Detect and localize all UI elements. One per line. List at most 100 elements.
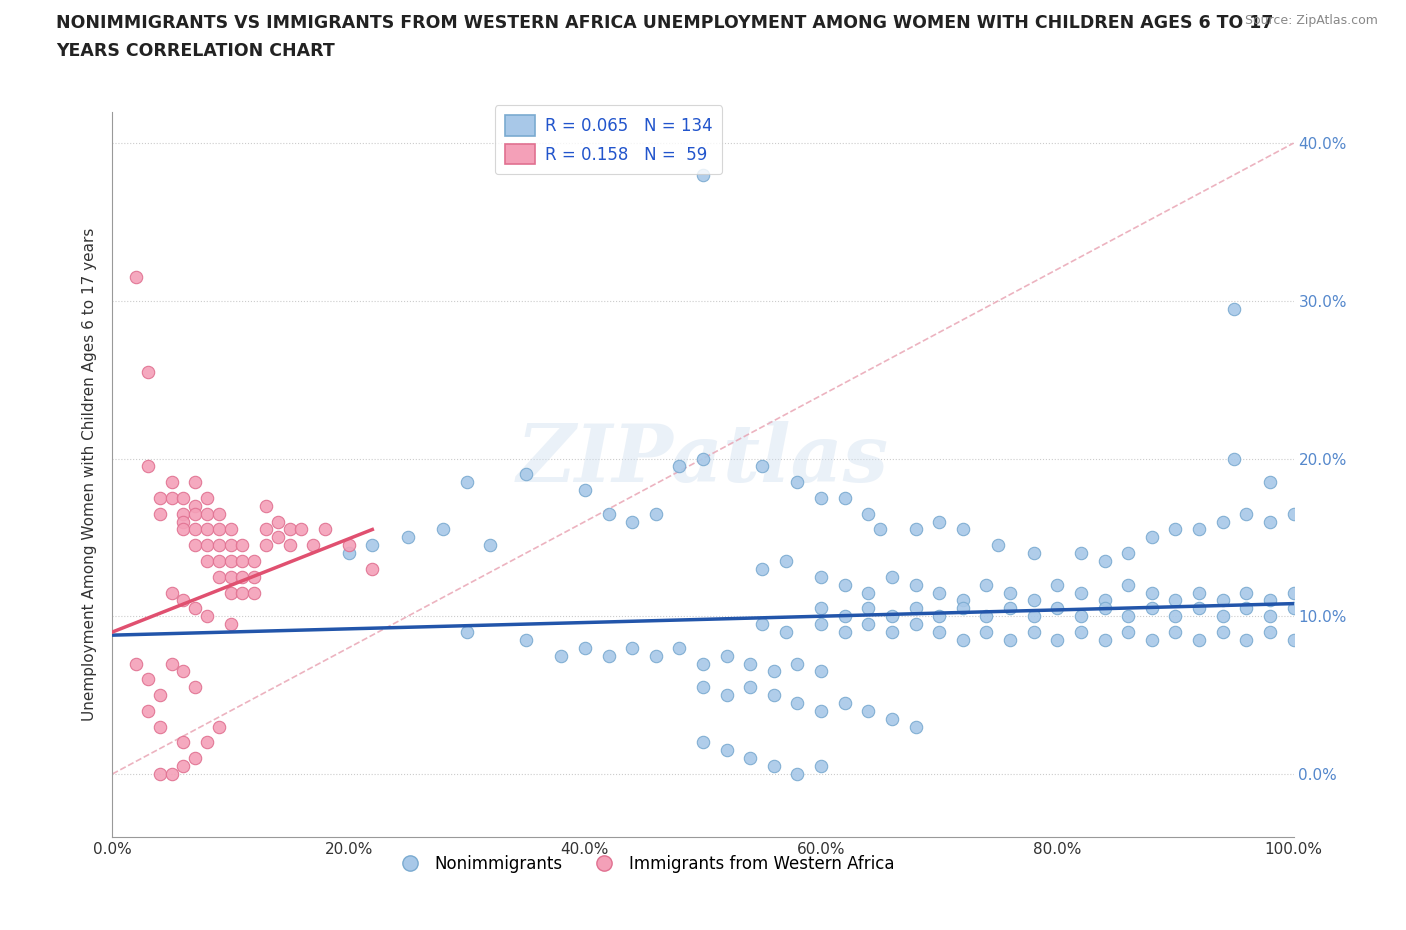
- Point: [1188, 522, 1211, 537]
- Point: [184, 474, 207, 489]
- Point: [1140, 632, 1163, 647]
- Point: [136, 671, 159, 686]
- Point: [598, 506, 620, 521]
- Point: [136, 703, 159, 718]
- Y-axis label: Unemployment Among Women with Children Ages 6 to 17 years: Unemployment Among Women with Children A…: [82, 228, 97, 721]
- Point: [1070, 625, 1092, 640]
- Point: [692, 735, 714, 750]
- Point: [515, 632, 537, 647]
- Point: [810, 490, 832, 505]
- Point: [1282, 632, 1305, 647]
- Point: [1140, 601, 1163, 616]
- Point: [184, 522, 207, 537]
- Point: [621, 641, 644, 656]
- Point: [219, 553, 242, 568]
- Point: [1116, 625, 1139, 640]
- Point: [195, 522, 218, 537]
- Point: [834, 490, 856, 505]
- Point: [740, 680, 762, 695]
- Point: [668, 641, 690, 656]
- Point: [810, 664, 832, 679]
- Point: [231, 569, 253, 584]
- Point: [998, 585, 1021, 600]
- Point: [550, 648, 572, 663]
- Point: [136, 459, 159, 474]
- Point: [644, 648, 666, 663]
- Point: [136, 365, 159, 379]
- Point: [1223, 301, 1246, 316]
- Point: [858, 617, 880, 631]
- Point: [1258, 593, 1281, 608]
- Point: [1116, 546, 1139, 561]
- Point: [952, 601, 974, 616]
- Point: [219, 538, 242, 552]
- Point: [1188, 585, 1211, 600]
- Point: [928, 609, 950, 624]
- Text: ZIPatlas: ZIPatlas: [517, 421, 889, 498]
- Point: [952, 632, 974, 647]
- Point: [219, 569, 242, 584]
- Point: [396, 530, 419, 545]
- Point: [1282, 585, 1305, 600]
- Point: [254, 522, 277, 537]
- Point: [149, 719, 172, 734]
- Point: [858, 506, 880, 521]
- Point: [786, 656, 808, 671]
- Point: [904, 719, 927, 734]
- Point: [976, 625, 998, 640]
- Point: [976, 578, 998, 592]
- Point: [208, 569, 231, 584]
- Point: [195, 538, 218, 552]
- Text: YEARS CORRELATION CHART: YEARS CORRELATION CHART: [56, 42, 335, 60]
- Point: [928, 514, 950, 529]
- Point: [125, 270, 148, 285]
- Point: [740, 751, 762, 765]
- Point: [195, 490, 218, 505]
- Point: [644, 506, 666, 521]
- Point: [762, 687, 785, 702]
- Point: [810, 569, 832, 584]
- Point: [195, 609, 218, 624]
- Point: [574, 641, 596, 656]
- Point: [208, 522, 231, 537]
- Point: [337, 546, 360, 561]
- Point: [149, 506, 172, 521]
- Point: [786, 766, 808, 781]
- Point: [160, 490, 183, 505]
- Point: [1022, 625, 1045, 640]
- Point: [574, 483, 596, 498]
- Point: [762, 664, 785, 679]
- Point: [1164, 609, 1187, 624]
- Point: [479, 538, 502, 552]
- Point: [184, 538, 207, 552]
- Point: [880, 569, 903, 584]
- Point: [928, 585, 950, 600]
- Point: [1212, 593, 1234, 608]
- Point: [456, 625, 478, 640]
- Point: [998, 601, 1021, 616]
- Point: [987, 538, 1010, 552]
- Point: [160, 656, 183, 671]
- Point: [834, 609, 856, 624]
- Point: [1234, 632, 1257, 647]
- Point: [810, 703, 832, 718]
- Point: [1258, 514, 1281, 529]
- Point: [751, 562, 773, 577]
- Point: [1070, 609, 1092, 624]
- Point: [254, 538, 277, 552]
- Point: [1070, 546, 1092, 561]
- Point: [834, 625, 856, 640]
- Point: [290, 522, 312, 537]
- Point: [184, 680, 207, 695]
- Point: [432, 522, 454, 537]
- Point: [172, 522, 194, 537]
- Point: [172, 593, 194, 608]
- Text: NONIMMIGRANTS VS IMMIGRANTS FROM WESTERN AFRICA UNEMPLOYMENT AMONG WOMEN WITH CH: NONIMMIGRANTS VS IMMIGRANTS FROM WESTERN…: [56, 14, 1274, 32]
- Point: [172, 664, 194, 679]
- Point: [1022, 609, 1045, 624]
- Point: [786, 474, 808, 489]
- Point: [880, 711, 903, 726]
- Point: [243, 585, 266, 600]
- Point: [952, 522, 974, 537]
- Point: [904, 578, 927, 592]
